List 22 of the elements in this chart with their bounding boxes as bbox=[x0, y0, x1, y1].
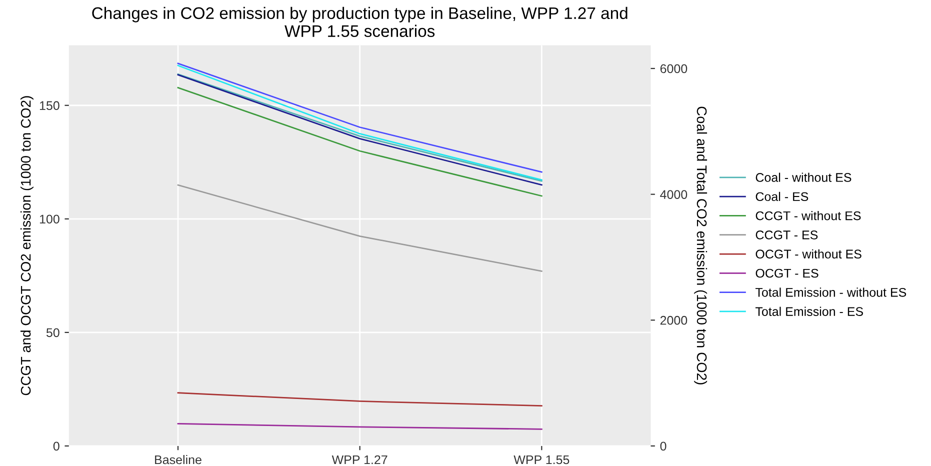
y2-tick-label: 0 bbox=[660, 442, 666, 451]
y2-tick-label: 6000 bbox=[660, 64, 688, 74]
y-tick-label: 50 bbox=[46, 328, 60, 338]
legend-label: CCGT - without ES bbox=[756, 211, 861, 220]
legend-label: Total Emission - ES bbox=[755, 306, 863, 316]
y2-tick-label: 2000 bbox=[660, 316, 688, 325]
y-axis-title: CCGT and OCGT CO2 emission (1000 ton CO2) bbox=[20, 96, 34, 396]
legend-label: OCGT - without ES bbox=[756, 249, 862, 259]
y2-axis-title: Coal and Total CO2 emission (1000 ton CO2) bbox=[694, 106, 708, 384]
y2-tick-label: 4000 bbox=[660, 190, 688, 199]
x-tick-label: Baseline bbox=[155, 454, 202, 464]
legend-label: Coal - without ES bbox=[756, 172, 852, 182]
legend-label: OCGT - ES bbox=[756, 268, 818, 278]
y-tick-label: 100 bbox=[40, 214, 60, 224]
y-tick-label: 0 bbox=[53, 442, 60, 451]
legend-label: CCGT - ES bbox=[756, 230, 818, 240]
legend-label: Coal - ES bbox=[756, 192, 808, 202]
chart-title: Changes in CO2 emission by production type in Baseline, WPP 1.27 and WPP 1.55 scenarios bbox=[92, 6, 628, 38]
y-tick-label: 150 bbox=[40, 101, 60, 110]
legend-label: Total Emission - without ES bbox=[755, 288, 906, 297]
x-tick-label: WPP 1.27 bbox=[332, 455, 388, 464]
x-tick-label: WPP 1.55 bbox=[514, 455, 570, 464]
